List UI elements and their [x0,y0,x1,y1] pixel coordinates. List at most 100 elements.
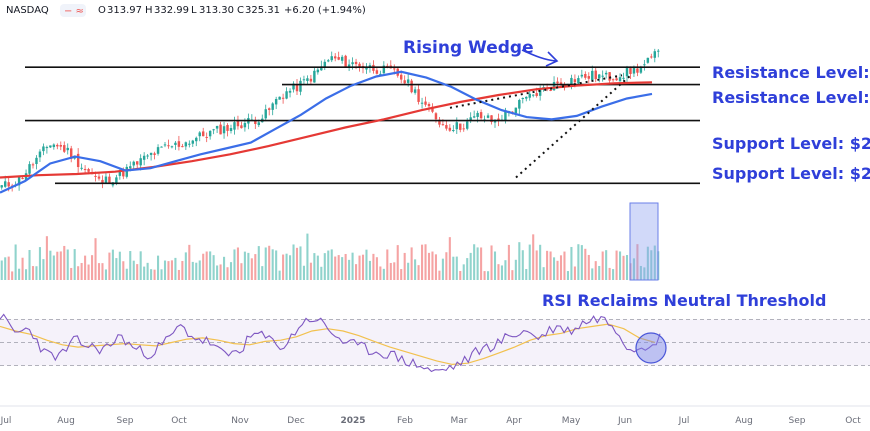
candle-body [257,122,261,126]
volume-bar [535,250,538,280]
volume-bar [31,266,35,280]
candle-body [195,137,198,142]
volume-bar [493,251,497,280]
candle-body [17,177,21,186]
volume-bar [330,249,333,280]
candle-body [122,171,125,177]
volume-bar [313,253,316,280]
volume-bar [639,265,642,280]
candle-body [528,93,531,98]
candle-body [327,60,330,62]
candle-body [240,125,243,129]
candle-body [424,101,427,105]
candle-body [406,79,410,83]
volume-bar [264,247,267,280]
volume-bar [229,262,233,280]
candle-body [347,64,351,68]
candle-body [278,96,281,100]
candle-body [115,177,118,183]
candle-body [323,61,327,67]
candle-body [181,146,184,148]
candle-body [643,64,646,66]
volume-bar [438,270,441,280]
volume-bar [295,247,299,280]
candle-body [431,106,434,112]
candle-body [156,147,160,154]
resistance-level-1-label: Resistance Level: $ [712,63,870,82]
low-label: L [191,5,197,16]
volume-bar [167,261,170,280]
candle-body [577,78,580,84]
candle-body [472,116,476,118]
candle-body [49,145,52,148]
volume-bar [577,244,580,280]
candle-body [538,88,542,96]
candle-body [87,169,90,172]
candle-body [97,176,101,179]
candle-body [604,72,608,75]
volume-bar [56,251,59,280]
volume-bar [650,250,653,280]
volume-bar [84,255,87,280]
candle-body [35,157,38,165]
volume-bar [28,250,31,280]
volume-bar [598,265,601,280]
candle-body [629,68,632,74]
candle-body [531,94,535,96]
candle-body [580,74,584,77]
candle-body [379,73,382,75]
candle-body [462,128,465,130]
volume-bar [243,251,246,280]
volume-bar [566,271,569,280]
volume-bar [191,261,194,280]
candle-body [198,132,201,137]
candle-body [615,78,618,81]
candle-body [476,112,479,117]
candle-body [399,74,403,80]
volume-bar [594,261,597,280]
wedge-lower-line [515,73,633,179]
candle-body [274,98,278,105]
volume-bar [619,251,622,280]
candle-body [184,142,188,147]
volume-bar [459,270,462,280]
rising-wedge-arrow [521,49,557,62]
x-axis-tick-label: Jun [617,416,632,426]
candle-body [7,182,10,187]
volume-bar [507,244,510,280]
volume-bar [299,246,302,280]
volume-bar [111,249,114,280]
volume-bar [157,255,160,280]
candle-body [413,89,417,93]
candle-body [267,108,271,110]
candle-body [636,68,639,73]
candle-body [549,90,552,92]
volume-bar [18,268,21,280]
candle-body [601,75,604,77]
volume-bar [587,254,590,280]
volume-bar [240,263,243,280]
volume-bar [14,244,17,280]
volume-bar [42,259,45,280]
volume-bar [625,255,629,280]
volume-bar [372,253,375,280]
x-axis-tick-label: Jul [0,416,11,426]
volume-bar [351,252,354,280]
candle-body [455,122,459,130]
volume-bar [365,249,368,280]
candle-body [465,121,469,129]
candle-body [38,151,42,158]
candle-body [233,122,236,130]
volume-bar [125,268,128,280]
candle-body [302,79,306,81]
candle-body [490,115,493,123]
volume-bar [514,259,517,280]
candle-body [330,56,333,61]
volume-panel [0,202,660,281]
rsi-panel [0,313,870,373]
volume-bar [132,260,135,280]
interval-toggle[interactable] [60,4,86,17]
candle-body [344,55,347,67]
volume-bar [292,244,295,280]
volume-bar [455,256,458,280]
